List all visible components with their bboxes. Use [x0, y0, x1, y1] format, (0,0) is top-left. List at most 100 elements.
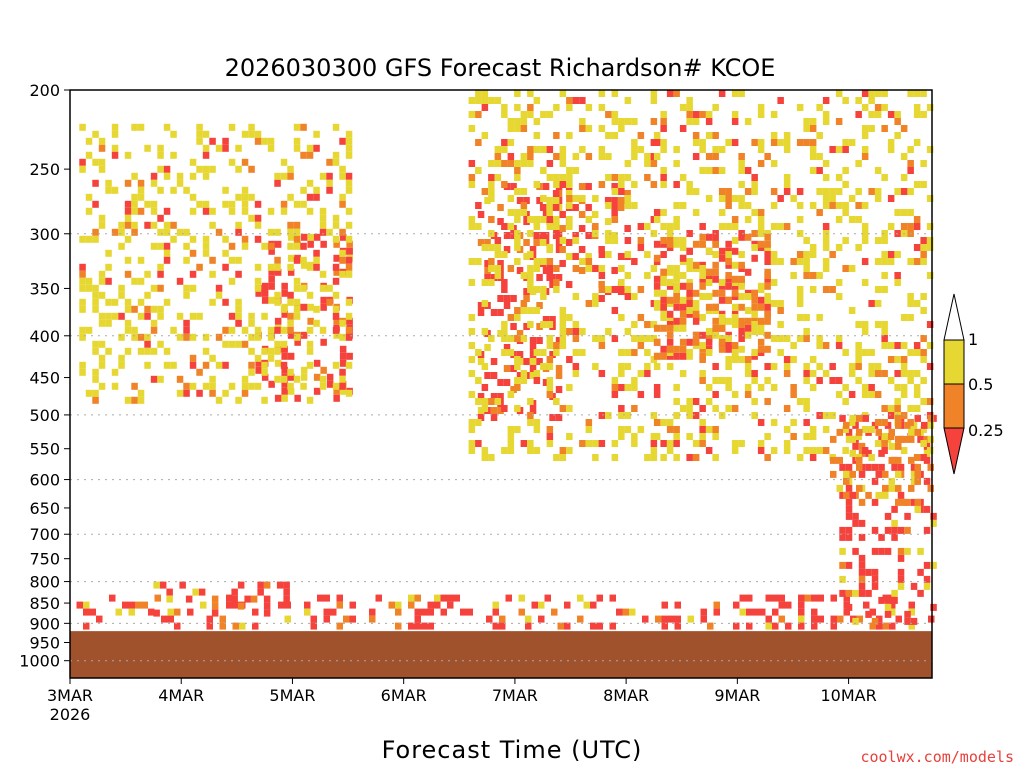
- heatmap-cell: [772, 622, 779, 630]
- heatmap-cell: [559, 160, 567, 167]
- heatmap-cell: [848, 363, 856, 370]
- heatmap-cell: [668, 615, 675, 623]
- heatmap-cell: [861, 146, 869, 153]
- heatmap-cell: [98, 291, 106, 299]
- heatmap-cell: [650, 440, 658, 447]
- heatmap-cell: [858, 498, 866, 506]
- heatmap-cell: [871, 547, 879, 555]
- heatmap-cell: [542, 183, 550, 190]
- heatmap-cell: [326, 158, 333, 166]
- heatmap-cell: [855, 202, 862, 209]
- heatmap-cell: [228, 123, 236, 131]
- heatmap-cell: [533, 258, 541, 265]
- heatmap-cell: [751, 352, 758, 360]
- heatmap-cell: [692, 412, 700, 419]
- heatmap-cell: [345, 298, 353, 306]
- heatmap-cell: [908, 428, 915, 436]
- heatmap-cell: [809, 167, 817, 174]
- heatmap-cell: [248, 361, 255, 369]
- heatmap-cell: [666, 223, 674, 230]
- heatmap-cell: [926, 223, 934, 230]
- heatmap-cell: [705, 398, 713, 405]
- heatmap-cell: [770, 188, 778, 195]
- heatmap-cell: [848, 419, 856, 426]
- heatmap-cell: [705, 328, 713, 335]
- heatmap-cell: [746, 594, 753, 602]
- heatmap-cell: [481, 132, 489, 139]
- heatmap-cell: [679, 303, 687, 311]
- heatmap-cell: [822, 237, 830, 244]
- heatmap-cell: [494, 153, 502, 160]
- heatmap-cell: [637, 391, 645, 398]
- heatmap-cell: [326, 284, 333, 292]
- heatmap-cell: [507, 433, 515, 440]
- heatmap-cell: [624, 412, 632, 419]
- heatmap-cell: [484, 260, 491, 267]
- heatmap-cell: [790, 384, 797, 391]
- heatmap-cell: [527, 447, 534, 454]
- heatmap-cell: [333, 387, 340, 395]
- heatmap-cell: [673, 324, 680, 332]
- heatmap-cell: [731, 282, 739, 290]
- heatmap-cell: [137, 389, 145, 397]
- heatmap-cell: [644, 153, 651, 160]
- heatmap-cell: [198, 588, 206, 596]
- heatmap-cell: [705, 384, 713, 391]
- heatmap-cell: [666, 268, 674, 276]
- heatmap-cell: [803, 447, 810, 454]
- heatmap-cell: [618, 370, 625, 377]
- heatmap-cell: [770, 300, 778, 307]
- heatmap-cell: [211, 602, 219, 610]
- heatmap-cell: [874, 363, 882, 370]
- x-tick-label: 9MAR: [714, 686, 760, 705]
- heatmap-cell: [598, 90, 606, 97]
- heatmap-cell: [666, 310, 674, 318]
- heatmap-cell: [333, 317, 340, 325]
- heatmap-cell: [874, 370, 882, 377]
- heatmap-cell: [927, 414, 934, 422]
- heatmap-cell: [477, 309, 485, 316]
- heatmap-cell: [731, 391, 739, 398]
- heatmap-cell: [157, 340, 164, 348]
- heatmap-cell: [751, 377, 758, 384]
- heatmap-cell: [809, 433, 817, 440]
- heatmap-cell: [546, 377, 554, 384]
- heatmap-cell: [510, 232, 517, 239]
- heatmap-cell: [520, 300, 528, 307]
- heatmap-cell: [209, 137, 216, 145]
- heatmap-cell: [843, 608, 850, 616]
- heatmap-cell: [910, 470, 918, 478]
- heatmap-cell: [239, 622, 246, 630]
- heatmap-cell: [900, 314, 908, 321]
- heatmap-cell: [920, 426, 927, 433]
- heatmap-cell: [395, 608, 402, 616]
- heatmap-cell: [895, 456, 902, 464]
- heatmap-cell: [881, 447, 888, 454]
- heatmap-cell: [79, 277, 86, 285]
- y-axis: 2002503003504004505005506006507007508008…: [19, 81, 70, 671]
- heatmap-cell: [235, 144, 242, 152]
- heatmap-cell: [895, 435, 902, 443]
- heatmap-cell: [712, 268, 719, 276]
- heatmap-cell: [228, 158, 236, 166]
- heatmap-cell: [189, 193, 197, 201]
- heatmap-cell: [488, 174, 495, 181]
- heatmap-cell: [157, 214, 164, 222]
- heatmap-cell: [653, 352, 661, 360]
- heatmap-cell: [546, 433, 554, 440]
- heatmap-cell: [257, 581, 264, 589]
- y-tick-label: 600: [29, 471, 60, 490]
- heatmap-cell: [572, 253, 579, 260]
- heatmap-cell: [611, 183, 618, 190]
- heatmap-cell: [770, 363, 778, 370]
- heatmap-cell: [746, 622, 753, 630]
- heatmap-cell: [345, 270, 353, 278]
- heatmap-cell: [150, 305, 158, 313]
- heatmap-cell: [268, 275, 275, 283]
- heatmap-cell: [516, 351, 524, 358]
- heatmap-cell: [274, 317, 282, 325]
- heatmap-cell: [914, 463, 921, 471]
- heatmap-cell: [527, 230, 534, 237]
- heatmap-cell: [757, 223, 765, 230]
- heatmap-cell: [618, 174, 625, 181]
